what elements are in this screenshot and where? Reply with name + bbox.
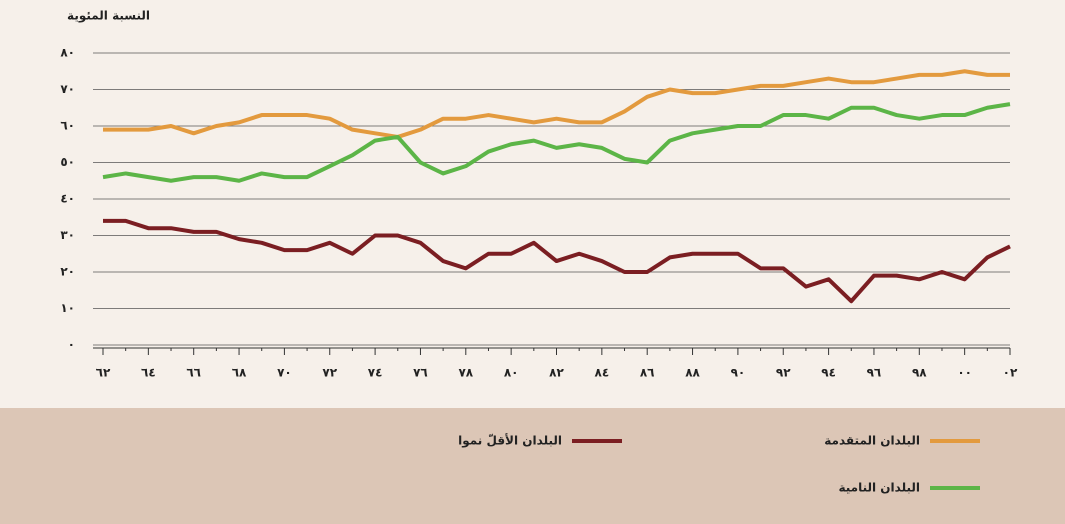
line-series: [102, 102, 1011, 183]
y-tick-label: ١٠: [60, 301, 75, 315]
x-tick-label: ٧٨: [458, 366, 473, 380]
x-tick-label: ٠٠: [957, 366, 972, 380]
y-tick-label: ٦٠: [60, 119, 75, 133]
y-tick-label: ٣٠: [60, 228, 75, 242]
x-tick-label: ٨٢: [549, 366, 564, 380]
y-axis-label: النسبة المئوية: [67, 9, 150, 24]
y-tick-label: ٢٠: [60, 265, 75, 279]
line-series: [103, 69, 1010, 139]
legend-label: البلدان المتقدمة: [824, 434, 920, 448]
x-tick-label: ٠٢: [1003, 366, 1018, 380]
x-tick-label: ٩٠: [731, 366, 746, 380]
x-tick-label: ٨٠: [504, 366, 519, 380]
legend-label: البلدان النامية: [838, 481, 920, 495]
x-tick-label: ٩٢: [776, 366, 791, 380]
x-tick-label: ٧٢: [322, 366, 337, 380]
x-tick-label: ٦٦: [186, 366, 201, 380]
y-tick-label: ٤٠: [60, 192, 75, 206]
legend-background: [0, 408, 1065, 524]
x-tick-label: ٩٤: [821, 366, 836, 380]
x-tick-label: ٦٨: [232, 366, 247, 380]
y-tick-label: ٠: [68, 338, 75, 352]
x-tick-label: ٧٠: [277, 366, 292, 380]
y-tick-label: ٨٠: [60, 46, 75, 60]
x-tick-label: ٨٦: [640, 366, 655, 380]
x-tick-label: ٧٦: [413, 366, 428, 380]
x-tick-label: ٨٨: [685, 366, 700, 380]
x-tick-label: ٧٤: [368, 366, 383, 380]
line-series: [103, 218, 1011, 304]
y-tick-label: ٥٠: [60, 155, 75, 169]
x-tick-label: ٩٨: [912, 366, 927, 380]
x-tick-label: ٦٤: [141, 366, 156, 380]
legend-label: البلدان الأقلّ نموا: [458, 433, 562, 449]
x-tick-label: ٦٢: [96, 366, 111, 380]
x-tick-label: ٩٦: [867, 366, 882, 380]
y-tick-label: ٧٠: [60, 82, 75, 96]
plot-background: [0, 0, 1065, 408]
x-tick-label: ٨٤: [595, 366, 610, 380]
